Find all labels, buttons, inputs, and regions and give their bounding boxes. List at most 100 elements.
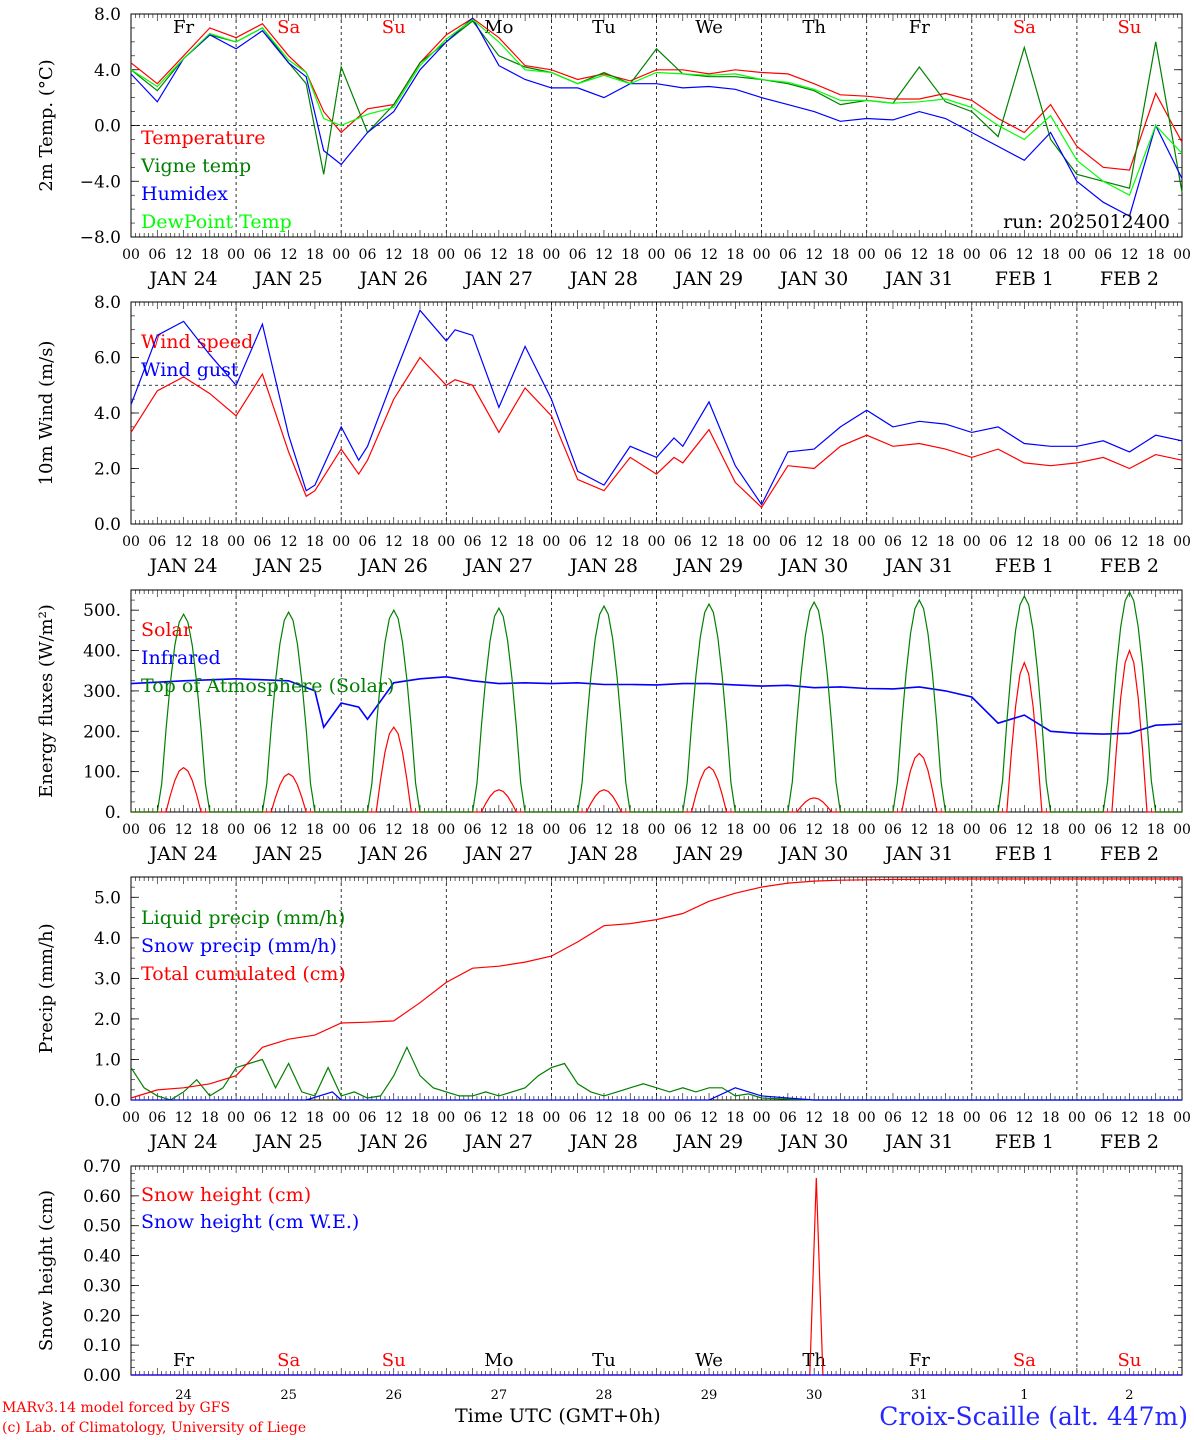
date-label: JAN 30 [778,555,848,577]
date-label: JAN 29 [673,555,743,577]
station-name: Croix-Scaille (alt. 447m) [879,1402,1188,1431]
hour-tick-label: 12 [490,247,508,263]
series-line [130,675,1183,735]
time-axis-label: Time UTC (GMT+0h) [455,1405,661,1427]
series-line [130,309,1183,506]
hour-tick-label: 06 [674,1110,692,1126]
date-label: JAN 30 [778,1131,848,1153]
date-label: JAN 26 [358,555,428,577]
hour-tick-label: 00 [542,822,560,838]
hour-tick-label: 12 [595,247,613,263]
date-label: JAN 31 [883,843,953,865]
hour-tick-label: 00 [542,1110,560,1126]
date-label: JAN 27 [463,843,533,865]
hour-tick-label: 12 [1121,822,1139,838]
hour-tick-label: 12 [1121,1110,1139,1126]
day-number-label: 28 [596,1388,613,1403]
hour-tick-label: 18 [1147,822,1165,838]
hour-tick-label: 06 [253,822,271,838]
legend-entry: DewPoint Temp [141,211,292,233]
day-number-label: 2 [1125,1388,1133,1403]
hour-tick-label: 12 [385,1110,403,1126]
hour-tick-label: 12 [910,534,928,550]
legend-entry: Snow height (cm) [141,1184,311,1206]
weekday-label: Su [1117,1350,1141,1371]
hour-tick-label: 18 [201,822,219,838]
y-tick-label: 4.0 [94,929,121,949]
hour-tick-label: 06 [884,1110,902,1126]
hour-tick-label: 18 [726,822,744,838]
date-label: JAN 31 [883,555,953,577]
hour-tick-label: 12 [1015,1110,1033,1126]
lab-credit: (c) Lab. of Climatology, University of L… [2,1420,307,1436]
date-label: FEB 1 [995,843,1054,865]
hour-tick-label: 00 [437,822,455,838]
y-tick-label: 6.0 [94,349,121,369]
y-tick-label: 0.40 [83,1247,121,1267]
date-label: JAN 29 [673,843,743,865]
y-tick-label: 0. [105,803,121,823]
hour-tick-label: 00 [437,1110,455,1126]
hour-tick-label: 06 [148,247,166,263]
hour-tick-label: 06 [779,1110,797,1126]
weekday-label: Su [1117,17,1141,38]
date-label: JAN 27 [463,1131,533,1153]
series-line [130,1045,1182,1101]
weekday-label: Mo [484,1350,513,1371]
hour-tick-label: 18 [1147,1110,1165,1126]
hour-tick-label: 12 [805,1110,823,1126]
weekday-label: Th [802,17,826,38]
hour-tick-label: 12 [1121,247,1139,263]
hour-tick-label: 06 [464,247,482,263]
weekday-label: Fr [173,17,194,38]
date-label: JAN 25 [253,843,323,865]
hour-tick-label: 12 [280,1110,298,1126]
hour-tick-label: 12 [175,822,193,838]
date-label: JAN 30 [778,843,848,865]
hour-tick-label: 06 [884,822,902,838]
hour-tick-label: 00 [648,822,666,838]
hour-tick-label: 06 [1094,247,1112,263]
date-label: JAN 24 [147,268,217,290]
hour-tick-label: 12 [1015,534,1033,550]
hour-tick-label: 18 [832,247,850,263]
y-tick-label: 0.0 [94,117,121,137]
hour-tick-label: 00 [437,247,455,263]
series-line [131,1087,1182,1101]
series-line [130,20,1183,193]
hour-tick-label: 12 [280,822,298,838]
hour-tick-label: 18 [937,1110,955,1126]
hour-tick-label: 18 [621,1110,639,1126]
date-label: JAN 24 [147,843,217,865]
hour-tick-label: 06 [253,247,271,263]
legend-entry: Wind speed [141,331,253,353]
hour-tick-label: 12 [280,534,298,550]
hour-tick-label: 00 [1068,822,1086,838]
hour-tick-label: 00 [122,822,140,838]
y-tick-label: 8.0 [94,293,121,313]
hour-tick-label: 18 [411,822,429,838]
hour-tick-label: 00 [963,822,981,838]
hour-tick-label: 00 [648,1110,666,1126]
weekday-label: Sa [1013,17,1036,38]
date-label: JAN 28 [568,1131,638,1153]
weekday-label: Tu [592,17,616,38]
hour-tick-label: 00 [753,534,771,550]
hour-tick-label: 00 [1068,247,1086,263]
hour-tick-label: 18 [516,534,534,550]
meteogram-svg: −8.0 −4.0 0.0 4.0 8.0 2m Temp. (°C) Fr Sa Su Mo Tu… [36,5,1191,1403]
weekday-label: Fr [909,1350,930,1371]
hour-tick-label: 00 [858,247,876,263]
date-label: JAN 26 [358,268,428,290]
y-axis-label: Snow height (cm) [36,1190,57,1351]
legend-entry: Wind gust [141,359,239,381]
hour-tick-label: 18 [621,822,639,838]
date-label: JAN 24 [147,555,217,577]
hour-tick-label: 06 [253,534,271,550]
legend-entry: Snow height (cm W.E.) [141,1211,359,1233]
hour-tick-label: 18 [937,822,955,838]
date-label: JAN 30 [778,268,848,290]
hour-tick-label: 06 [989,1110,1007,1126]
date-label: FEB 2 [1100,1131,1159,1153]
weekday-label: We [695,17,723,38]
